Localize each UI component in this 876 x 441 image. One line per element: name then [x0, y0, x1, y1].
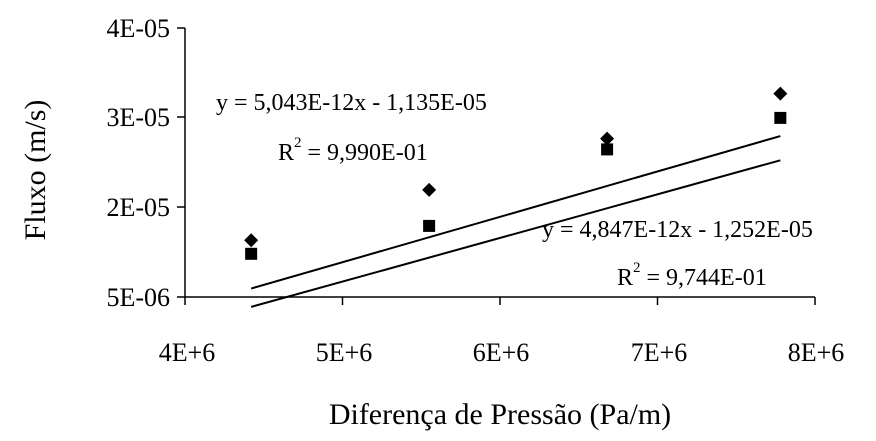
- square-marker: [774, 111, 787, 124]
- square-marker: [245, 247, 258, 260]
- series-layer: [244, 86, 788, 308]
- trendline-2: [250, 159, 781, 308]
- x-tick-label: 5E+6: [316, 338, 373, 367]
- diamond-marker: [773, 86, 788, 101]
- r2-1-exp: 2: [294, 135, 302, 151]
- x-tick-label: 4E+6: [159, 338, 216, 367]
- y-tick-label: 2E-05: [106, 193, 170, 222]
- x-tick-label: 8E+6: [788, 338, 845, 367]
- x-tick-label: 6E+6: [473, 338, 530, 367]
- r2-2-base: R: [617, 265, 633, 291]
- square-marker: [423, 219, 436, 232]
- trendline-1: [250, 135, 781, 290]
- diamond-marker: [422, 182, 437, 197]
- equation-1-line: y = 5,043E-12x - 1,135E-05: [216, 90, 487, 116]
- equation-2-line: y = 4,847E-12x - 1,252E-05: [542, 217, 813, 243]
- r2-2: R2 = 9,744E-01: [617, 260, 767, 291]
- r2-2-value: = 9,744E-01: [641, 265, 767, 291]
- r2-1-base: R: [278, 140, 294, 166]
- r2-1-value: = 9,990E-01: [302, 140, 428, 166]
- y-tick-label: 5E-06: [106, 283, 170, 312]
- square-marker: [601, 143, 614, 156]
- y-tick-label: 4E-05: [106, 14, 170, 43]
- y-tick-label: 3E-05: [106, 103, 170, 132]
- r2-2-exp: 2: [633, 260, 641, 276]
- y-axis-title: Fluxo (m/s): [19, 100, 52, 241]
- r2-1: R2 = 9,990E-01: [278, 135, 428, 166]
- x-axis-title: Diferença de Pressão (Pa/m): [329, 398, 671, 431]
- x-tick-label: 7E+6: [631, 338, 688, 367]
- diamond-marker: [600, 131, 615, 146]
- diamond-marker: [244, 233, 259, 248]
